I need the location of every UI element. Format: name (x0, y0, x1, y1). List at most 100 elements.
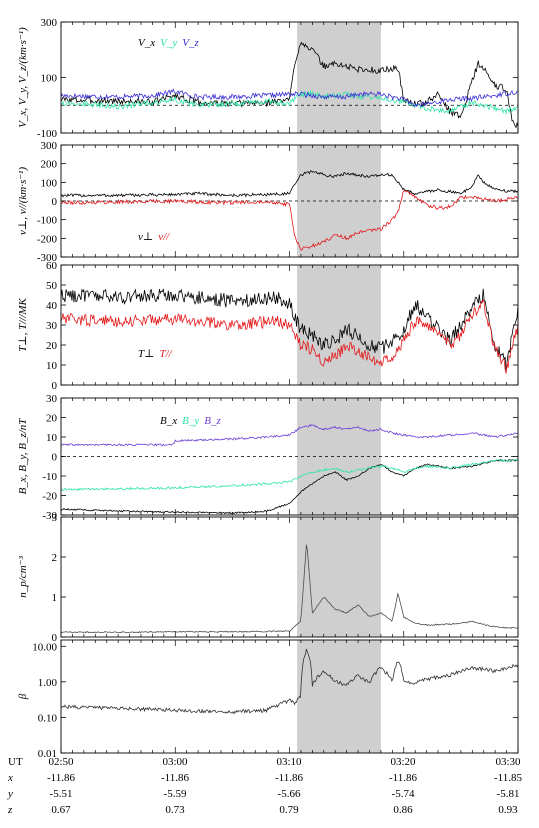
y-tick-label: 10 (46, 432, 58, 444)
series-Bz (61, 424, 518, 447)
y-tick-label: 100 (41, 177, 58, 189)
z-value: 0.93 (498, 804, 518, 816)
y-tick-label: 200 (41, 159, 58, 171)
y-tick-label: 0 (52, 452, 58, 464)
y-tick-label: 0 (52, 632, 58, 644)
panel-3: 60 50 40 30 20 10 0 T⊥, T///MK T⊥ T// (17, 260, 519, 392)
y-tick-label: -100 (37, 128, 58, 140)
y-axis-title: n_p/cm⁻³ (17, 556, 29, 598)
plot-frame (60, 21, 519, 134)
legend-entry: V_y (160, 37, 177, 49)
panel-5: 3 2 1 0 n_p/cm⁻³ (17, 512, 519, 644)
y-tick-label: 40 (46, 300, 58, 312)
y-tick-label: 0.10 (38, 712, 58, 724)
y-tick-label: 0 (52, 196, 58, 208)
y-tick-label: -10 (42, 471, 57, 483)
y-value: -5.66 (278, 788, 301, 800)
legend-entry: B_x (160, 415, 177, 427)
legend-entry: V_z (182, 37, 199, 49)
y-tick-label: 3 (52, 512, 58, 524)
y-tick-label: 20 (46, 413, 58, 425)
y-tick-label: 0 (52, 380, 58, 392)
x-value: -11.86 (389, 772, 418, 784)
y-axis-title: v⊥, v//(km·s⁻¹) (17, 167, 29, 235)
y-tick-label: -300 (37, 252, 58, 264)
legend-entry: v// (158, 231, 170, 243)
y-axis-title: T⊥, T///MK (17, 297, 29, 351)
y-value: -5.74 (392, 788, 415, 800)
x-value: -11.85 (494, 772, 523, 784)
z-row-label: z (7, 804, 13, 816)
legend-entry: B_y (182, 415, 199, 427)
legend: T⊥ T// (138, 348, 173, 360)
legend-entry: B_z (204, 415, 221, 427)
y-tick-label: 30 (46, 393, 58, 405)
y-axis-title: β (17, 693, 29, 700)
y-tick-label: -30 (42, 510, 57, 522)
series-beta (61, 648, 518, 715)
shaded-interval (297, 265, 381, 385)
ut-value: 03:10 (276, 756, 302, 768)
y-tick-label: 300 (41, 140, 58, 152)
y-tick-label: 50 (46, 280, 58, 292)
shaded-interval (297, 517, 381, 637)
ut-value: 03:00 (162, 756, 188, 768)
y-tick-label: -100 (37, 215, 58, 227)
legend-entry: V_x (138, 37, 155, 49)
y-value: -5.81 (497, 788, 520, 800)
series-Tpar (61, 299, 518, 374)
legend-entry: T⊥ (138, 348, 154, 360)
series-Tperp (61, 288, 518, 371)
shaded-interval (297, 640, 381, 753)
y-tick-label: 100 (41, 73, 58, 85)
y-tick-label: 60 (46, 260, 58, 272)
legend: v⊥ v// (138, 231, 170, 243)
series-vperp (61, 170, 518, 198)
y-tick-label: -200 (37, 233, 58, 245)
series-Vx (61, 41, 518, 129)
y-tick-label: 0.01 (38, 748, 57, 760)
z-value: 0.86 (393, 804, 413, 816)
legend: B_x B_y B_z (160, 415, 221, 427)
x-value: -11.86 (47, 772, 76, 784)
y-tick-label: 10.00 (32, 641, 57, 653)
series-vpar (61, 189, 518, 251)
legend: V_x V_y V_z (138, 37, 199, 49)
z-value: 0.79 (279, 804, 299, 816)
legend-entry: T// (159, 348, 172, 360)
series-Vz (61, 88, 518, 108)
y-tick-label: -20 (42, 491, 57, 503)
y-tick-label: 300 (41, 17, 58, 29)
x-value: -11.86 (161, 772, 190, 784)
series-np (61, 544, 518, 634)
y-tick-label: 2 (52, 552, 58, 564)
x-row-label: x (7, 772, 13, 784)
z-value: 0.73 (165, 804, 185, 816)
ut-value: 03:30 (495, 756, 521, 768)
y-value: -5.51 (50, 788, 73, 800)
y-axis-title: B_x, B_y, B_z/nT (17, 418, 29, 495)
y-axis-title: V_x, V_y, V_z/(km·s⁻¹) (17, 27, 29, 128)
y-value: -5.59 (164, 788, 187, 800)
legend-entry: v⊥ (138, 231, 153, 243)
ut-row-label: UT (8, 756, 23, 768)
ut-value: 02:50 (48, 756, 74, 768)
plot-frame (60, 264, 519, 386)
position-table: UT x y z 02:50 -11.86 -5.51 0.67 03:00 -… (7, 756, 522, 816)
series-By (61, 458, 518, 492)
series-Vy (61, 89, 518, 115)
y-tick-label: 1.00 (38, 677, 58, 689)
shaded-interval (297, 22, 381, 133)
y-tick-label: 10 (46, 360, 58, 372)
x-value: -11.86 (275, 772, 304, 784)
ut-value: 03:20 (390, 756, 416, 768)
y-tick-label: 1 (52, 592, 58, 604)
y-tick-label: 20 (46, 340, 58, 352)
y-row-label: y (7, 788, 13, 800)
plot-frame (60, 639, 519, 754)
